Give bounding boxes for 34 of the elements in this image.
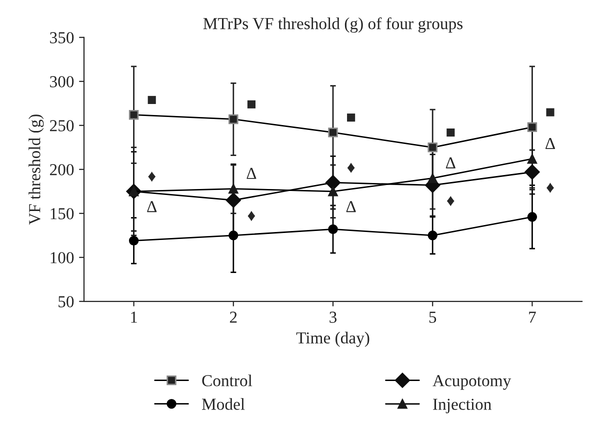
y-tick-label: 350 <box>50 32 74 44</box>
annotation: Δ <box>346 201 356 212</box>
annotation: ■ <box>546 108 554 116</box>
annotation: ♦ <box>347 162 355 173</box>
y-tick-label: 300 <box>50 76 74 88</box>
legend-label: Injection <box>433 398 492 414</box>
y-tick-label: 250 <box>50 120 74 132</box>
annotation: Δ <box>246 168 256 179</box>
y-tick-label: 100 <box>50 252 74 264</box>
legend-label: Control <box>202 374 252 386</box>
annotation: ■ <box>347 114 356 122</box>
legend-label: Acupotomy <box>432 375 512 390</box>
x-tick-label: 2 <box>230 312 237 323</box>
annotation: Δ <box>546 138 555 149</box>
annotation: ♦ <box>546 182 554 193</box>
annotation: ■ <box>446 128 455 137</box>
y-tick-label: 150 <box>50 208 74 220</box>
annotation: ♦ <box>148 172 156 182</box>
annotation: ■ <box>247 100 256 108</box>
x-tick-label: 1 <box>131 312 137 323</box>
annotation: Δ <box>147 201 157 212</box>
y-tick-label: 200 <box>50 164 74 176</box>
annotation: ♦ <box>248 210 256 222</box>
chart-title: MTrPs VF threshold (g) of four groups <box>203 17 463 33</box>
legend-label: Model <box>202 398 245 410</box>
x-tick-label: 5 <box>429 312 436 323</box>
annotation: ♦ <box>446 196 454 206</box>
x-tick-label: 3 <box>330 312 337 323</box>
y-tick-label: 50 <box>58 296 74 308</box>
x-axis-title: Time (day) <box>296 332 370 347</box>
annotation: Δ <box>446 157 456 168</box>
x-tick-label: 7 <box>529 312 536 323</box>
annotation: ■ <box>148 96 156 104</box>
y-axis-title: VF threshold (g) <box>28 114 44 225</box>
